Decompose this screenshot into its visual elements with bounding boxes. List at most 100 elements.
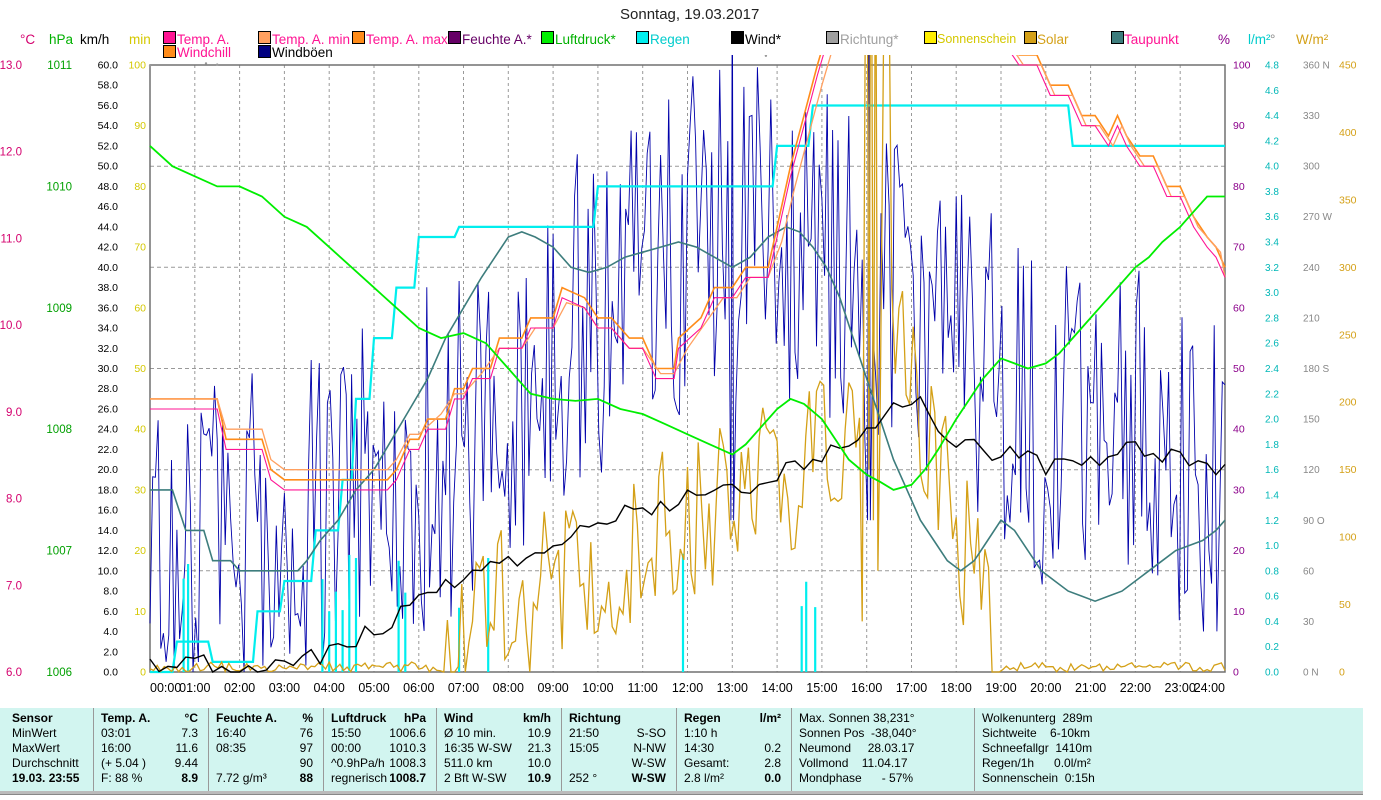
svg-text:350: 350 [1339, 194, 1357, 206]
svg-text:3.4: 3.4 [1265, 238, 1279, 249]
svg-text:1.6: 1.6 [1265, 465, 1279, 476]
svg-text:8.0: 8.0 [6, 494, 22, 506]
svg-text:300: 300 [1339, 262, 1357, 274]
svg-text:30.0: 30.0 [98, 363, 119, 375]
svg-text:10.0: 10.0 [0, 320, 22, 332]
svg-text:30: 30 [1233, 484, 1245, 496]
svg-text:1008: 1008 [46, 424, 72, 436]
svg-text:26.0: 26.0 [98, 404, 119, 416]
svg-text:1011: 1011 [47, 60, 72, 72]
svg-text:60: 60 [134, 302, 146, 314]
svg-text:13.0: 13.0 [0, 60, 22, 72]
svg-text:14:00: 14:00 [761, 681, 792, 695]
svg-text:60: 60 [1233, 302, 1245, 314]
svg-text:4.2: 4.2 [1265, 136, 1279, 147]
svg-text:50: 50 [134, 363, 146, 375]
svg-text:14.0: 14.0 [98, 525, 119, 537]
svg-text:18:00: 18:00 [941, 681, 972, 695]
svg-text:100: 100 [1233, 60, 1251, 72]
svg-text:50: 50 [1233, 363, 1245, 375]
svg-text:0.8: 0.8 [1265, 566, 1279, 577]
svg-text:48.0: 48.0 [98, 181, 119, 193]
svg-text:10:00: 10:00 [582, 681, 613, 695]
svg-text:4.0: 4.0 [103, 626, 118, 638]
svg-text:21:00: 21:00 [1075, 681, 1106, 695]
svg-text:38.0: 38.0 [98, 282, 119, 294]
svg-text:46.0: 46.0 [98, 201, 119, 213]
svg-text:56.0: 56.0 [98, 100, 119, 112]
svg-text:60: 60 [1303, 566, 1315, 577]
svg-text:200: 200 [1339, 397, 1357, 409]
svg-text:210: 210 [1303, 313, 1320, 324]
svg-text:1.0: 1.0 [1265, 541, 1279, 552]
svg-text:0.4: 0.4 [1265, 617, 1279, 628]
svg-text:30: 30 [1303, 617, 1315, 628]
svg-text:20:00: 20:00 [1030, 681, 1061, 695]
svg-text:330: 330 [1303, 111, 1320, 122]
svg-text:2.6: 2.6 [1265, 339, 1279, 350]
svg-text:3.8: 3.8 [1265, 187, 1279, 198]
svg-text:12:00: 12:00 [672, 681, 703, 695]
svg-text:16:00: 16:00 [851, 681, 882, 695]
svg-text:36.0: 36.0 [98, 302, 119, 314]
svg-text:90 O: 90 O [1303, 516, 1325, 527]
svg-text:240: 240 [1303, 263, 1320, 274]
svg-text:44.0: 44.0 [98, 221, 119, 233]
svg-text:11.0: 11.0 [0, 233, 22, 245]
svg-text:18.0: 18.0 [98, 484, 119, 496]
svg-text:13:00: 13:00 [717, 681, 748, 695]
svg-text:54.0: 54.0 [98, 120, 119, 132]
svg-text:50.0: 50.0 [98, 161, 119, 173]
svg-text:1009: 1009 [46, 303, 72, 315]
svg-text:10: 10 [134, 606, 146, 618]
svg-text:1.8: 1.8 [1265, 440, 1279, 451]
svg-text:10.0: 10.0 [98, 565, 119, 577]
svg-text:360 N: 360 N [1303, 61, 1330, 72]
svg-text:7.0: 7.0 [6, 580, 22, 592]
svg-text:100: 100 [1339, 532, 1357, 544]
svg-text:0: 0 [1233, 667, 1239, 679]
svg-text:400: 400 [1339, 127, 1357, 139]
svg-text:90: 90 [134, 120, 146, 132]
svg-text:20: 20 [134, 545, 146, 557]
svg-text:60.0: 60.0 [98, 60, 119, 72]
svg-text:02:00: 02:00 [224, 681, 255, 695]
svg-text:30: 30 [134, 484, 146, 496]
svg-text:1.2: 1.2 [1265, 516, 1279, 527]
svg-text:0: 0 [1339, 667, 1345, 679]
svg-text:28.0: 28.0 [98, 383, 119, 395]
svg-text:50: 50 [1339, 599, 1351, 611]
svg-text:58.0: 58.0 [98, 80, 119, 92]
svg-text:40: 40 [1233, 424, 1245, 436]
svg-text:2.0: 2.0 [103, 646, 118, 658]
svg-text:42.0: 42.0 [98, 242, 119, 254]
svg-text:6.0: 6.0 [6, 667, 22, 679]
svg-text:4.8: 4.8 [1265, 61, 1279, 72]
svg-text:0.6: 0.6 [1265, 592, 1279, 603]
svg-text:20: 20 [1233, 545, 1245, 557]
svg-text:0 N: 0 N [1303, 668, 1319, 679]
svg-text:250: 250 [1339, 329, 1357, 341]
svg-text:2.2: 2.2 [1265, 389, 1279, 400]
svg-text:80: 80 [1233, 181, 1245, 193]
svg-text:52.0: 52.0 [98, 140, 119, 152]
svg-text:4.0: 4.0 [1265, 162, 1279, 173]
svg-text:270 W: 270 W [1303, 212, 1332, 223]
svg-text:3.6: 3.6 [1265, 212, 1279, 223]
svg-text:70: 70 [134, 242, 146, 254]
svg-text:20.0: 20.0 [98, 464, 119, 476]
svg-text:2.0: 2.0 [1265, 415, 1279, 426]
svg-text:01:00: 01:00 [179, 681, 210, 695]
svg-text:300: 300 [1303, 162, 1320, 173]
svg-text:8.0: 8.0 [103, 586, 118, 598]
svg-text:10: 10 [1233, 606, 1245, 618]
svg-text:150: 150 [1303, 415, 1320, 426]
svg-text:22:00: 22:00 [1120, 681, 1151, 695]
svg-text:70: 70 [1233, 242, 1245, 254]
svg-text:08:00: 08:00 [493, 681, 524, 695]
svg-text:32.0: 32.0 [98, 343, 119, 355]
svg-text:1010: 1010 [46, 181, 72, 193]
svg-text:9.0: 9.0 [6, 407, 22, 419]
svg-text:1006: 1006 [46, 667, 72, 679]
svg-text:2.8: 2.8 [1265, 313, 1279, 324]
